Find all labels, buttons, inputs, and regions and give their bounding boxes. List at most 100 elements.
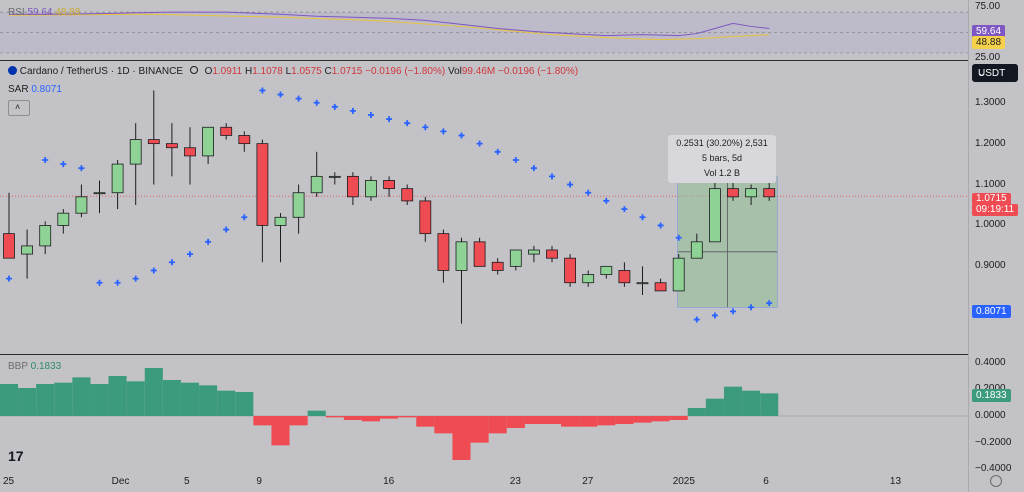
sar-marker (313, 99, 320, 106)
o-value: 1.0911 (212, 66, 243, 77)
candle-body (654, 282, 667, 292)
symbol-title[interactable]: Cardano / TetherUS · 1D · BINANCE (19, 66, 183, 77)
bbp-bar (705, 398, 724, 416)
candle-body (165, 143, 178, 149)
bbp-bar (361, 416, 381, 422)
o-label: O (204, 66, 213, 77)
candle-body (147, 139, 160, 145)
sar-marker (440, 128, 447, 135)
sar-marker (114, 279, 121, 286)
candle-body (419, 200, 432, 235)
bbp-tick-label: 0.2000 (975, 383, 1006, 394)
sar-marker (349, 107, 356, 114)
change-value: −0.0196 (−1.80%) (365, 66, 446, 77)
candle-body (129, 139, 142, 165)
bbp-bar (380, 416, 399, 419)
candle-body (437, 233, 450, 271)
candle-body (3, 233, 15, 259)
bbp-bar (90, 384, 109, 416)
bbp-bar (36, 384, 55, 416)
candle-body (238, 135, 251, 145)
price-axis[interactable] (968, 0, 1024, 492)
candle-body (745, 188, 757, 198)
rsi-legend: RSI 59.64 48.88 (8, 7, 80, 18)
sar-marker (675, 234, 682, 241)
bbp-bar (506, 416, 525, 428)
sar-marker (6, 275, 12, 282)
candle-body (727, 188, 739, 198)
bbp-legend-value: 0.1833 (30, 361, 62, 372)
goto-date-icon[interactable] (990, 475, 1002, 487)
bbp-bar (651, 416, 670, 422)
bbp-bar (235, 392, 254, 416)
vol-change-value: −0.0196 (−1.80%) (498, 66, 579, 77)
sar-marker (639, 214, 646, 221)
bbp-bar (452, 416, 471, 460)
bbp-bar (633, 416, 652, 423)
currency-button[interactable]: USDT ⌄ (972, 64, 1018, 82)
x-tick-label: 27 (582, 476, 594, 487)
x-tick-label: 23 (509, 476, 521, 487)
last-price-tag: 1.0715 (972, 193, 1011, 205)
candle-body (401, 188, 414, 202)
candle-body (75, 196, 88, 214)
sar-marker (711, 312, 718, 319)
bbp-bar (271, 416, 290, 446)
candle-body (274, 216, 287, 226)
chevron-down-icon: ⌄ (978, 68, 986, 78)
price-tick-label: 1.2000 (975, 137, 1006, 149)
sar-marker (331, 103, 338, 110)
bbp-label: BBP (8, 361, 28, 372)
sar-marker (766, 300, 773, 307)
measure-line-3: Vol 1.2 B (703, 168, 741, 178)
candle-body (184, 147, 196, 157)
visibility-dot-icon[interactable] (189, 66, 198, 74)
candle-body (220, 126, 233, 136)
sar-marker (748, 304, 755, 311)
sar-marker (78, 165, 85, 172)
candle-body (618, 270, 631, 284)
x-tick-label: 2025 (672, 476, 695, 487)
bbp-bar (488, 416, 507, 434)
candle-body (690, 241, 703, 259)
bbp-bar (253, 416, 272, 426)
h-value: 1.1078 (252, 66, 283, 77)
bbp-bar (18, 388, 37, 416)
rsi-tick-label: 75.00 (975, 1, 1001, 13)
h-label: H (244, 66, 253, 77)
pane-divider-top[interactable] (0, 60, 1024, 61)
tradingview-logo[interactable]: 17 (8, 448, 24, 464)
candle-body (202, 126, 215, 157)
sar-value-tag: 0.8071 (972, 305, 1011, 318)
bbp-bar (325, 416, 344, 418)
sar-marker (187, 251, 193, 258)
sar-legend-value: 0.8071 (31, 84, 62, 95)
bbp-bar (54, 382, 73, 416)
sar-marker (150, 267, 157, 274)
collapse-legend-button[interactable]: ˄ (8, 100, 30, 116)
candle-body (509, 249, 522, 267)
rsi-tick-label: 25.00 (975, 52, 1001, 63)
bbp-bar (597, 416, 616, 426)
bbp-bar (723, 386, 743, 416)
candle-body (491, 261, 504, 271)
sar-marker (585, 189, 592, 196)
sar-marker (223, 226, 230, 233)
candle-body (383, 180, 396, 190)
bbp-bar (524, 416, 543, 424)
rsi-ma-value-tag: 48.88 (972, 36, 1006, 49)
candle-body (709, 188, 721, 243)
pane-divider-bottom[interactable] (0, 354, 1024, 355)
sar-marker (530, 165, 537, 172)
sar-marker (241, 214, 248, 221)
vol-value: 99.46M (461, 66, 496, 77)
sar-marker (567, 181, 574, 188)
sar-marker (368, 112, 374, 118)
sar-marker (96, 279, 103, 286)
price-tick-label: 1.1000 (975, 178, 1006, 190)
c-value: 1.0715 (331, 66, 363, 77)
bbp-bar (687, 408, 706, 416)
candle-body (93, 192, 106, 195)
